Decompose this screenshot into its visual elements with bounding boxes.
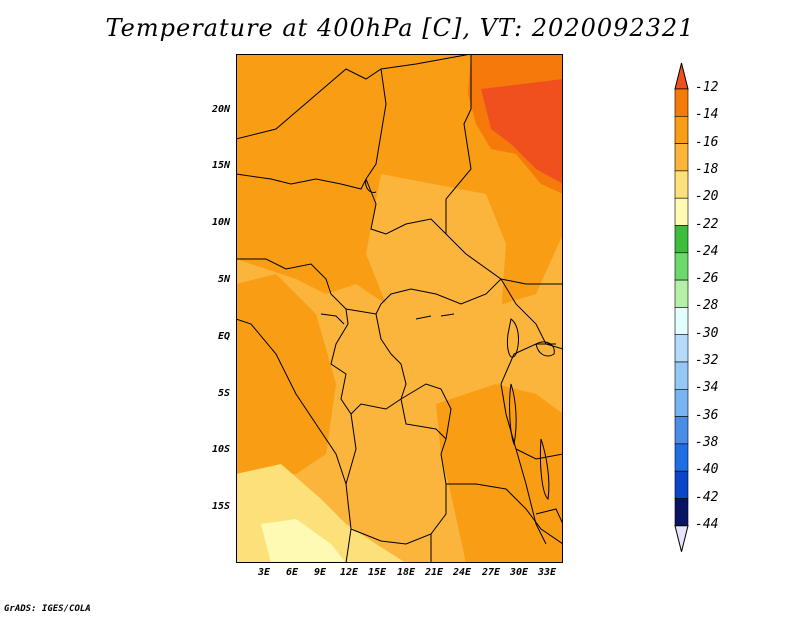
lon-label-21e: 21E <box>424 567 444 578</box>
colorbar-swatch <box>674 143 689 172</box>
lon-label-9e: 9E <box>313 567 327 578</box>
credit-text: GrADS: IGES/COLA <box>4 604 91 614</box>
colorbar-swatch <box>674 252 689 281</box>
colorbar-swatch <box>674 88 689 117</box>
lon-label-30e: 30E <box>509 567 529 578</box>
map-title: Temperature at 400hPa [C], VT: 202009232… <box>105 14 695 42</box>
field-region-palest <box>261 519 346 563</box>
field-region-southeast-warm <box>436 384 563 563</box>
colorbar-swatch <box>674 416 689 445</box>
lon-label-12e: 12E <box>339 567 359 578</box>
lat-label-10s: 10S <box>211 444 230 455</box>
temperature-map <box>236 54 563 563</box>
colorbar-label: -40 <box>695 462 719 478</box>
colorbar-label: -30 <box>695 325 719 341</box>
country-borders <box>236 54 563 563</box>
colorbar-label: -16 <box>695 134 719 150</box>
lon-label-27e: 27E <box>481 567 501 578</box>
colorbar-label: -28 <box>695 298 719 314</box>
colorbar-swatch <box>674 197 689 226</box>
field-region-central-light <box>366 174 506 324</box>
lon-label-6e: 6E <box>285 567 299 578</box>
lat-label-15s: 15S <box>211 501 230 512</box>
lon-label-18e: 18E <box>396 567 416 578</box>
colorbar-swatch <box>674 388 689 417</box>
lat-label-eq: EQ <box>217 331 230 342</box>
colorbar-label: -20 <box>695 189 719 205</box>
colorbar-bottom-triangle <box>674 525 689 552</box>
colorbar-label: -44 <box>695 516 719 532</box>
lon-label-15e: 15E <box>367 567 387 578</box>
colorbar-swatch <box>674 334 689 363</box>
lakes-coastlines <box>365 178 563 525</box>
lon-label-33e: 33E <box>537 567 557 578</box>
colorbar-label: -14 <box>695 107 719 123</box>
colorbar-label: -34 <box>695 380 719 396</box>
map-frame <box>236 54 563 563</box>
lat-label-5n: 5N <box>217 274 230 285</box>
lat-label-15n: 15N <box>211 160 230 171</box>
colorbar-swatch <box>674 225 689 254</box>
colorbar-label: -38 <box>695 434 719 450</box>
lon-label-3e: 3E <box>257 567 271 578</box>
colorbar-label: -18 <box>695 161 719 177</box>
colorbar-swatch <box>674 470 689 499</box>
colorbar-swatch <box>674 443 689 472</box>
lat-label-20n: 20N <box>211 104 230 115</box>
colorbar-swatch <box>674 279 689 308</box>
colorbar-top-triangle <box>674 62 689 90</box>
colorbar-label: -26 <box>695 271 719 287</box>
colorbar-label: -36 <box>695 407 719 423</box>
colorbar-swatch <box>674 170 689 199</box>
lat-label-10n: 10N <box>211 217 230 228</box>
lat-label-5s: 5S <box>217 388 230 399</box>
colorbar-label: -24 <box>695 243 719 259</box>
colorbar-swatch <box>674 116 689 144</box>
field-region-hotcore <box>481 79 563 184</box>
colorbar-label: -32 <box>695 353 719 368</box>
colorbar-swatch <box>674 498 689 527</box>
colorbar-swatch <box>674 361 689 390</box>
colorbar-swatch <box>674 307 689 335</box>
colorbar-label: -42 <box>695 489 719 505</box>
lon-label-24e: 24E <box>452 567 472 578</box>
colorbar-label: -22 <box>695 216 719 232</box>
colorbar-label: -12 <box>695 80 719 95</box>
